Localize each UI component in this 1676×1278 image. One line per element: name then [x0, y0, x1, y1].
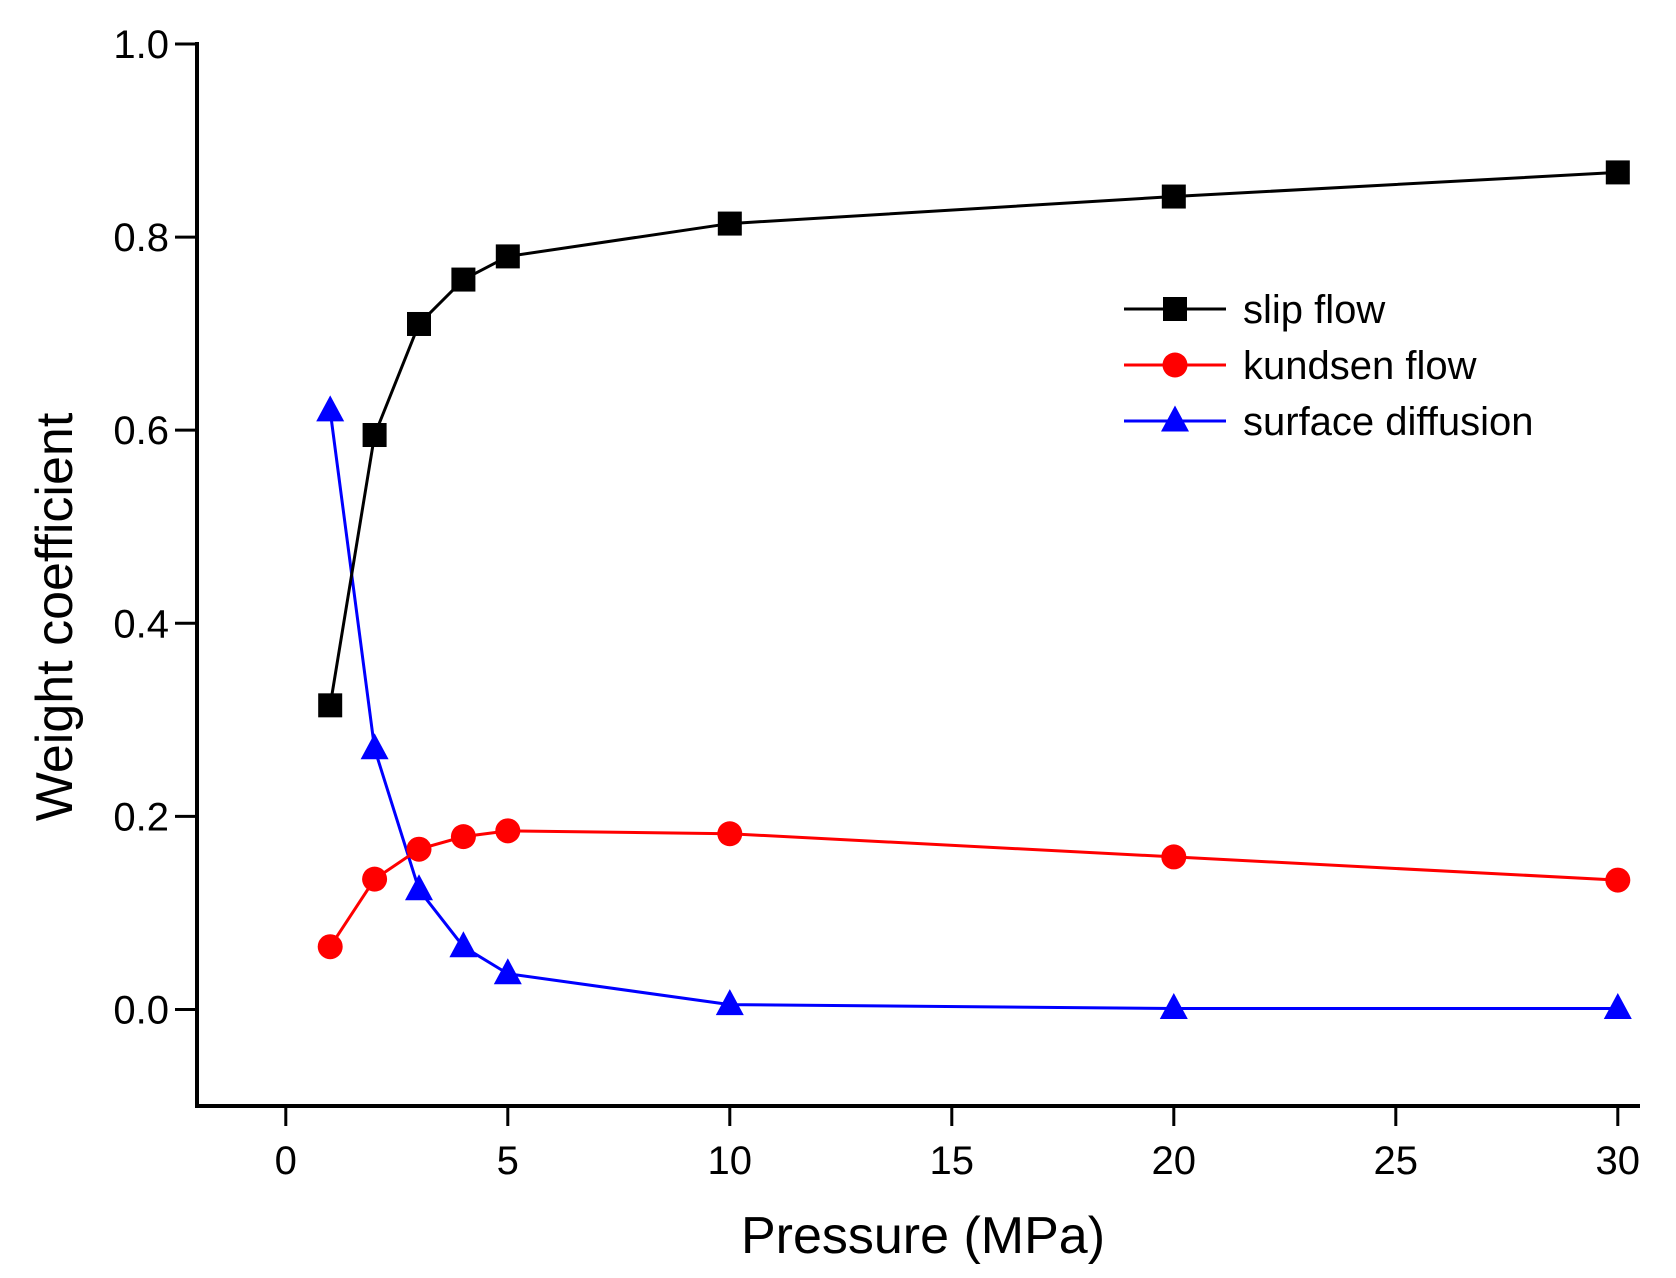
- data-point-surface-diffusion: [715, 989, 744, 1016]
- data-point-surface-diffusion: [405, 874, 433, 901]
- series-kundsen-flow: [317, 818, 1631, 960]
- data-point-slip-flow: [1161, 184, 1186, 209]
- data-point-slip-flow: [451, 267, 476, 292]
- x-tick-label: 5: [497, 1139, 519, 1183]
- data-point-slip-flow: [717, 211, 742, 236]
- y-tick-label: 1.0: [113, 23, 169, 67]
- y-tick-label: 0.6: [113, 409, 169, 453]
- legend-item-surface-diffusion: surface diffusion: [1124, 400, 1534, 444]
- data-point-kundsen-flow: [450, 824, 476, 850]
- data-point-surface-diffusion: [316, 395, 345, 422]
- data-point-slip-flow: [318, 693, 343, 718]
- data-point-surface-diffusion: [1603, 992, 1632, 1019]
- x-tick-label: 25: [1374, 1139, 1419, 1183]
- legend-item-slip-flow: slip flow: [1124, 288, 1385, 332]
- data-point-surface-diffusion: [449, 931, 478, 958]
- y-tick-label: 0.4: [113, 602, 169, 646]
- y-tick-label: 0.0: [113, 988, 169, 1032]
- data-point-slip-flow: [407, 311, 431, 336]
- legend-item-kundsen-flow: kundsen flow: [1124, 344, 1477, 388]
- series-line-slip-flow: [328, 170, 1618, 706]
- data-point-slip-flow: [362, 423, 387, 448]
- y-axis-title: Weight coefficient: [26, 412, 84, 821]
- data-point-kundsen-flow: [1605, 867, 1631, 893]
- data-point-kundsen-flow: [495, 818, 521, 844]
- data-point-surface-diffusion: [360, 733, 389, 760]
- x-tick-label: 0: [275, 1139, 297, 1183]
- series-slip-flow: [318, 160, 1630, 718]
- legend-label-slip-flow: slip flow: [1243, 288, 1385, 332]
- series-line-surface-diffusion: [328, 410, 1618, 1010]
- x-tick-label: 15: [930, 1139, 975, 1183]
- legend-label-surface-diffusion: surface diffusion: [1243, 400, 1534, 444]
- data-point-kundsen-flow: [406, 836, 432, 862]
- x-tick-label: 20: [1152, 1139, 1197, 1183]
- plot-area: [316, 160, 1632, 1019]
- y-tick-label: 0.2: [113, 795, 169, 839]
- data-point-kundsen-flow: [717, 821, 743, 847]
- data-point-kundsen-flow: [362, 866, 388, 892]
- x-tick-label: 30: [1596, 1139, 1641, 1183]
- data-point-surface-diffusion: [1159, 992, 1188, 1019]
- axes: 0.0 0.2 0.4 0.6 0.8 1.0 0 5 10 15 20 25 30: [113, 23, 1640, 1183]
- data-point-surface-diffusion: [493, 958, 522, 985]
- data-point-slip-flow: [1605, 160, 1630, 185]
- x-tick-label: 10: [708, 1139, 753, 1183]
- x-axis-title: Pressure (MPa): [741, 1207, 1105, 1265]
- legend-marker-slip-flow: [1163, 297, 1187, 321]
- legend-marker-surface-diffusion: [1161, 405, 1189, 432]
- data-point-slip-flow: [495, 244, 520, 269]
- legend-label-kundsen-flow: kundsen flow: [1243, 344, 1477, 388]
- y-tick-label: 0.8: [113, 216, 169, 260]
- data-point-kundsen-flow: [317, 934, 343, 960]
- series-surface-diffusion: [316, 395, 1632, 1019]
- legend-marker-kundsen-flow: [1162, 352, 1188, 378]
- data-point-kundsen-flow: [1161, 844, 1187, 870]
- legend: slip flow kundsen flow surface diffusion: [1124, 288, 1534, 444]
